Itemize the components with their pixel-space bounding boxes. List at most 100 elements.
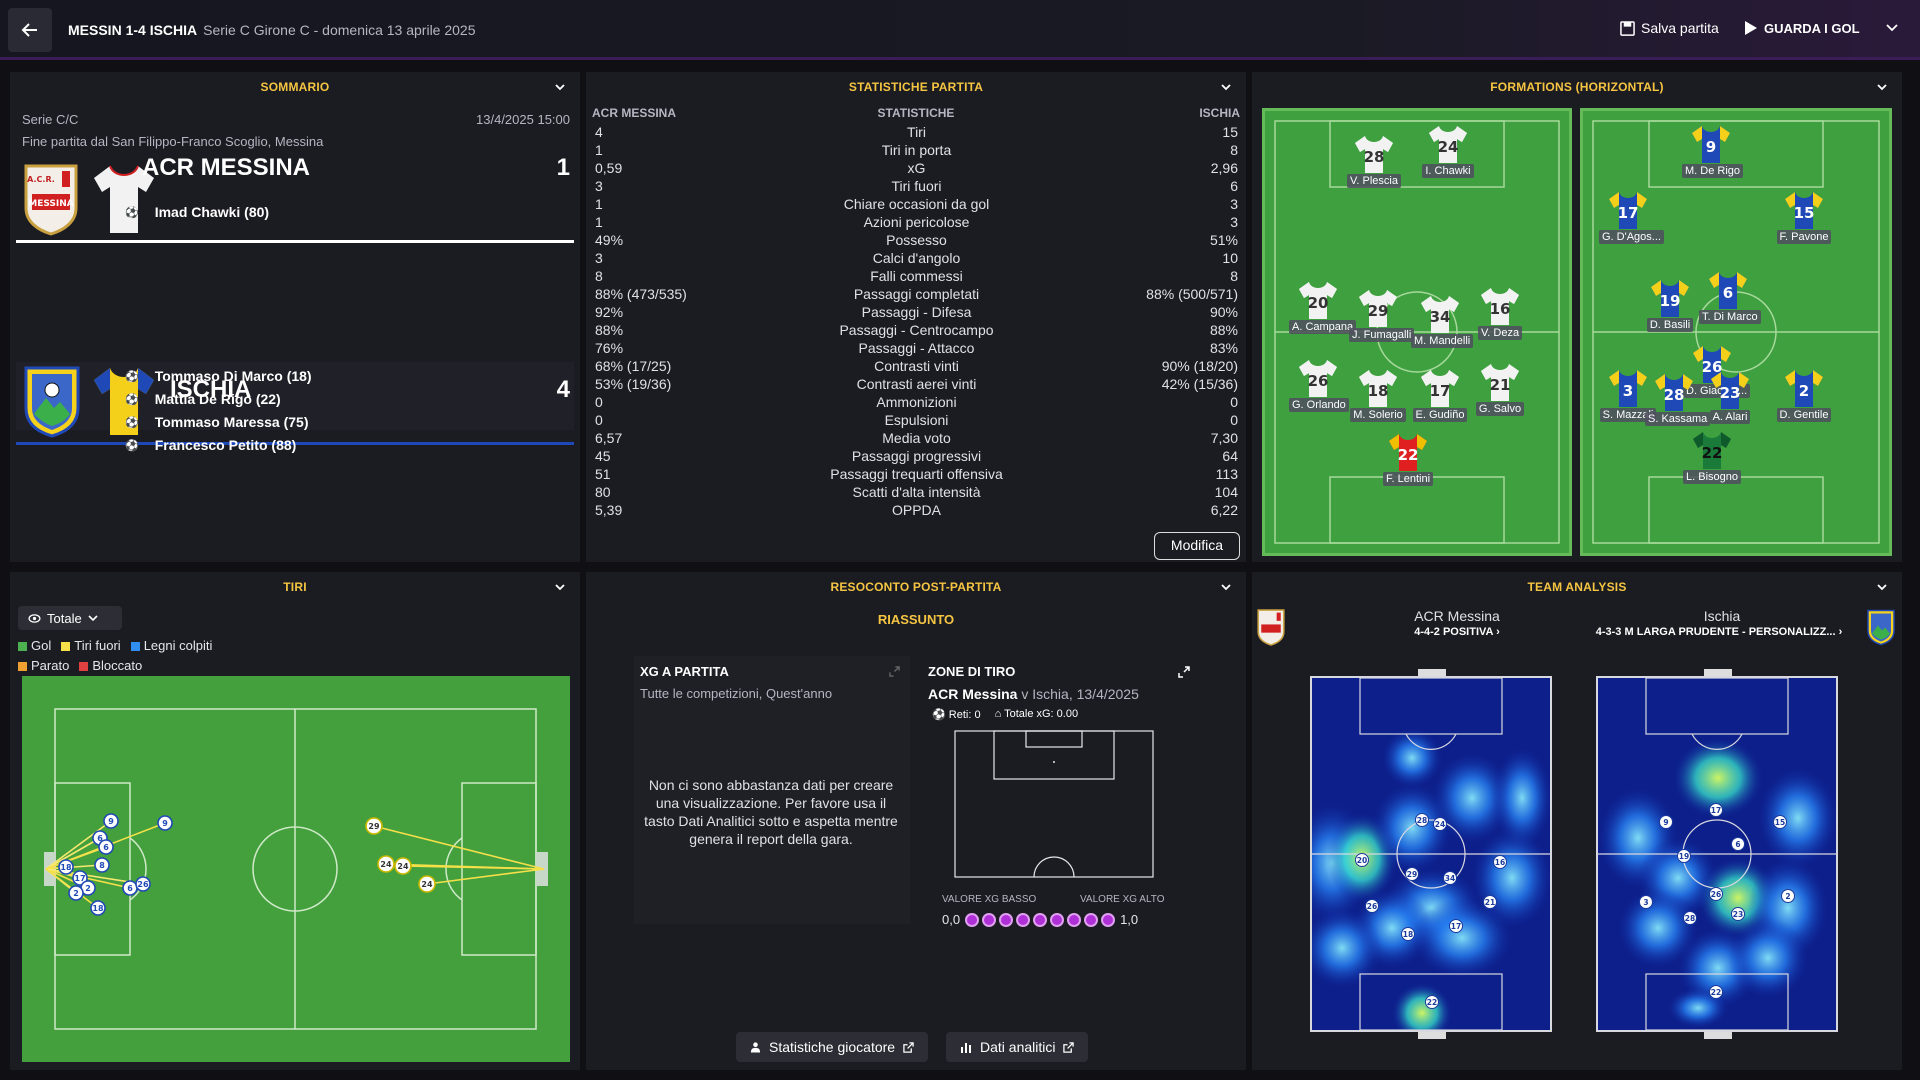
legend-item: Gol bbox=[18, 636, 51, 656]
edit-stats-button[interactable]: Modifica bbox=[1154, 532, 1240, 560]
player-token[interactable]: 17 G. D'Agos... bbox=[1599, 189, 1664, 247]
shot-marker[interactable]: 6 bbox=[98, 839, 114, 855]
shots-filter-dropdown[interactable]: Totale bbox=[18, 606, 122, 630]
goals-stat: ⚽ Reti: 0 bbox=[932, 708, 981, 721]
player-token[interactable]: 29 J. Fumagalli bbox=[1349, 287, 1415, 345]
away-crest-small-logo bbox=[1867, 609, 1895, 646]
player-token[interactable]: 24 I. Chawki bbox=[1419, 123, 1477, 181]
shot-marker[interactable]: 2 bbox=[68, 885, 84, 901]
svg-text:22: 22 bbox=[1427, 998, 1437, 1007]
shot-marker[interactable]: 18 bbox=[58, 859, 74, 875]
heat-player-marker[interactable]: 28 bbox=[1415, 813, 1429, 827]
stat-away-value: 10 bbox=[1222, 250, 1238, 266]
heat-player-marker[interactable]: 17 bbox=[1709, 803, 1723, 817]
watch-goals-button[interactable]: GUARDA I GOL bbox=[1744, 20, 1898, 36]
stat-row: 68% (17/25) Contrasti vinti 90% (18/20) bbox=[595, 358, 1238, 376]
heat-player-marker[interactable]: 16 bbox=[1493, 855, 1507, 869]
stat-away-value: 8 bbox=[1230, 142, 1238, 158]
summary-title: SOMMARIO bbox=[260, 80, 330, 94]
xg-scale: 0,0 1,0 bbox=[942, 912, 1138, 927]
shot-marker[interactable]: 24 bbox=[377, 855, 395, 873]
player-token[interactable]: 28 V. Plescia bbox=[1345, 133, 1403, 191]
heat-player-marker[interactable]: 15 bbox=[1773, 815, 1787, 829]
shot-marker[interactable]: 9 bbox=[103, 813, 119, 829]
heat-player-marker[interactable]: 9 bbox=[1659, 815, 1673, 829]
match-score-title: MESSIN 1-4 ISCHIA bbox=[68, 22, 198, 38]
player-token[interactable]: 22 F. Lentini bbox=[1379, 431, 1437, 489]
chevron-down-icon[interactable] bbox=[1876, 581, 1888, 593]
stat-away-value: 15 bbox=[1222, 124, 1238, 140]
shot-marker[interactable]: 24 bbox=[394, 857, 412, 875]
analysis-away-formation[interactable]: 4-3-3 M LARGA PRUDENTE - PERSONALIZZ... … bbox=[1595, 626, 1843, 638]
expand-icon[interactable] bbox=[889, 666, 900, 677]
heat-player-marker[interactable]: 28 bbox=[1683, 911, 1697, 925]
chevron-down-icon[interactable] bbox=[1220, 81, 1232, 93]
heat-blob bbox=[1728, 918, 1808, 998]
heat-blob bbox=[1392, 983, 1452, 1030]
heat-player-marker[interactable]: 17 bbox=[1449, 919, 1463, 933]
shot-marker[interactable]: 17 bbox=[72, 870, 88, 886]
heat-player-marker[interactable]: 21 bbox=[1483, 895, 1497, 909]
ball-icon: ⚽ bbox=[125, 393, 139, 406]
chevron-down-icon[interactable] bbox=[1220, 581, 1232, 593]
heat-player-marker[interactable]: 19 bbox=[1677, 849, 1691, 863]
chevron-down-icon[interactable] bbox=[554, 581, 566, 593]
save-match-button[interactable]: Salva partita bbox=[1620, 20, 1719, 36]
stat-home-value: 4 bbox=[595, 124, 603, 140]
player-token[interactable]: 22 L. Bisogno bbox=[1683, 429, 1741, 487]
player-shirt-icon: 2 bbox=[1783, 367, 1825, 409]
stat-away-value: 6 bbox=[1230, 178, 1238, 194]
player-stats-button[interactable]: Statistiche giocatore bbox=[736, 1032, 929, 1062]
chevron-down-icon[interactable] bbox=[1876, 81, 1888, 93]
back-button[interactable] bbox=[8, 8, 52, 52]
stat-home-value: 0 bbox=[595, 412, 603, 428]
analysis-home-formation[interactable]: 4-4-2 POSITIVA › bbox=[1414, 626, 1500, 638]
heat-player-marker[interactable]: 6 bbox=[1731, 837, 1745, 851]
heat-player-marker[interactable]: 26 bbox=[1365, 899, 1379, 913]
expand-icon[interactable] bbox=[1178, 666, 1190, 678]
player-token[interactable]: 3 S. Mazzali bbox=[1599, 367, 1657, 425]
heat-player-marker[interactable]: 3 bbox=[1639, 895, 1653, 909]
player-token[interactable]: 9 M. De Rigo bbox=[1682, 123, 1744, 181]
player-name: L. Bisogno bbox=[1683, 470, 1741, 484]
heat-player-marker[interactable]: 24 bbox=[1433, 817, 1447, 831]
heat-player-marker[interactable]: 22 bbox=[1425, 995, 1439, 1009]
heat-player-marker[interactable]: 18 bbox=[1401, 927, 1415, 941]
heat-player-marker[interactable]: 23 bbox=[1731, 907, 1745, 921]
heat-player-marker[interactable]: 34 bbox=[1443, 871, 1457, 885]
chevron-down-icon[interactable] bbox=[1885, 24, 1898, 32]
player-shirt-icon: 18 bbox=[1357, 367, 1399, 409]
heat-player-marker[interactable]: 29 bbox=[1405, 867, 1419, 881]
player-token[interactable]: 20 A. Campana bbox=[1289, 279, 1357, 337]
player-token[interactable]: 19 D. Basili bbox=[1641, 277, 1699, 335]
shot-marker[interactable]: 9 bbox=[157, 815, 173, 831]
shot-marker[interactable]: 26 bbox=[135, 876, 151, 892]
shot-marker[interactable]: 18 bbox=[90, 900, 106, 916]
heat-player-marker[interactable]: 22 bbox=[1709, 985, 1723, 999]
analytics-button[interactable]: Dati analitici bbox=[946, 1032, 1089, 1062]
player-token[interactable]: 6 T. Di Marco bbox=[1699, 269, 1761, 327]
player-token[interactable]: 17 E. Gudiño bbox=[1411, 367, 1469, 425]
analysis-away-name: Ischia bbox=[1703, 608, 1741, 624]
heat-player-marker[interactable]: 2 bbox=[1781, 889, 1795, 903]
shot-marker[interactable]: 8 bbox=[94, 857, 110, 873]
player-token[interactable]: 26 G. Orlando bbox=[1289, 357, 1349, 415]
player-token[interactable]: 18 M. Solerio bbox=[1349, 367, 1407, 425]
chevron-down-icon[interactable] bbox=[554, 81, 566, 93]
player-token[interactable]: 23 A. Alari bbox=[1701, 369, 1759, 427]
shot-marker[interactable]: 24 bbox=[418, 875, 436, 893]
player-name: M. Mandelli bbox=[1411, 334, 1474, 348]
player-token[interactable]: 28 S. Kassama bbox=[1645, 371, 1711, 429]
stat-label: Azioni pericolose bbox=[863, 214, 970, 230]
player-token[interactable]: 21 G. Salvo bbox=[1471, 361, 1529, 419]
player-token[interactable]: 2 D. Gentile bbox=[1775, 367, 1833, 425]
heat-player-marker[interactable]: 20 bbox=[1355, 853, 1369, 867]
stats-col-away: ISCHIA bbox=[1199, 106, 1240, 120]
player-token[interactable]: 16 V. Deza bbox=[1471, 285, 1529, 343]
heat-player-marker[interactable]: 26 bbox=[1709, 887, 1723, 901]
shot-marker[interactable]: 29 bbox=[365, 817, 383, 835]
player-token[interactable]: 15 F. Pavone bbox=[1775, 189, 1833, 247]
stat-away-value: 64 bbox=[1222, 448, 1238, 464]
player-token[interactable]: 34 M. Mandelli bbox=[1411, 293, 1474, 351]
shot-marker[interactable]: 6 bbox=[122, 880, 138, 896]
